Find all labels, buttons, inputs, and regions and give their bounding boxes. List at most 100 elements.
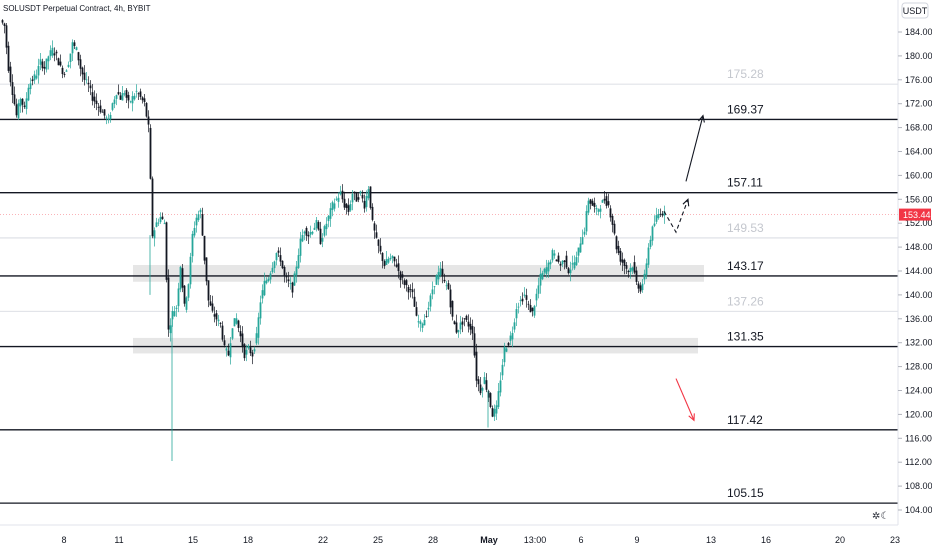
candle-body bbox=[167, 277, 170, 330]
candle-body bbox=[139, 91, 142, 97]
support-resistance-zones bbox=[133, 265, 704, 354]
theme-icon[interactable]: ✲☾ bbox=[872, 511, 889, 522]
candle-body bbox=[521, 298, 524, 302]
level-label: 157.11 bbox=[727, 176, 763, 190]
candle-body bbox=[599, 208, 602, 212]
candle-body bbox=[395, 264, 398, 267]
candle-body bbox=[103, 109, 106, 116]
candle-body bbox=[445, 285, 448, 287]
candle-body bbox=[221, 325, 224, 340]
candle-body bbox=[319, 228, 322, 245]
candle-body bbox=[613, 223, 616, 234]
candle-body bbox=[423, 319, 426, 326]
x-tick-label: 28 bbox=[428, 535, 438, 545]
candle-body bbox=[553, 253, 556, 256]
candle-body bbox=[371, 206, 374, 220]
candle-body bbox=[113, 99, 116, 104]
level-label: 143.17 bbox=[727, 259, 764, 273]
candle-body bbox=[313, 227, 316, 230]
currency-badge[interactable]: USDT bbox=[901, 2, 929, 19]
candle-body bbox=[5, 25, 8, 48]
y-tick-label: 168.00 bbox=[905, 123, 932, 133]
candle-body bbox=[493, 408, 496, 417]
candle-body bbox=[283, 267, 286, 276]
candle-body bbox=[543, 268, 546, 273]
candlesticks bbox=[1, 19, 666, 462]
level-label: 105.15 bbox=[727, 486, 764, 500]
candle-body bbox=[179, 266, 182, 290]
candle-body bbox=[429, 295, 432, 307]
candle-body bbox=[361, 194, 364, 199]
candle-body bbox=[549, 261, 552, 265]
candle-body bbox=[255, 333, 258, 344]
candle-body bbox=[199, 209, 202, 213]
candle-body bbox=[157, 222, 160, 224]
x-tick-label: 22 bbox=[318, 535, 328, 545]
candle-body bbox=[439, 268, 442, 276]
x-tick-label: 9 bbox=[634, 535, 639, 545]
candle-body bbox=[233, 318, 236, 327]
candle-body bbox=[345, 203, 348, 209]
level-label: 175.28 bbox=[727, 67, 764, 81]
candle-body bbox=[241, 333, 244, 348]
y-tick-label: 180.00 bbox=[905, 51, 932, 61]
candle-body bbox=[505, 348, 508, 352]
candle-body bbox=[427, 307, 430, 310]
candle-body bbox=[71, 42, 74, 54]
candle-body bbox=[67, 64, 70, 67]
candle-body bbox=[321, 237, 324, 242]
candle-body bbox=[571, 263, 574, 265]
candle-body bbox=[645, 263, 648, 276]
candle-body bbox=[515, 309, 518, 319]
candle-body bbox=[23, 105, 26, 107]
currency-label: USDT bbox=[903, 6, 928, 16]
level-label: 137.26 bbox=[727, 294, 764, 308]
candle-body bbox=[435, 275, 438, 285]
candle-body bbox=[477, 379, 480, 385]
x-tick-label: 8 bbox=[61, 535, 66, 545]
candle-body bbox=[197, 214, 200, 221]
candle-body bbox=[95, 100, 98, 105]
candle-body bbox=[465, 315, 468, 320]
candle-body bbox=[589, 199, 592, 204]
candle-body bbox=[115, 95, 118, 99]
candle-body bbox=[577, 247, 580, 256]
candle-body bbox=[369, 186, 372, 208]
candle-body bbox=[413, 296, 416, 307]
candle-body bbox=[575, 257, 578, 266]
x-tick-label: 25 bbox=[373, 535, 383, 545]
forecast-arrowhead bbox=[688, 413, 695, 422]
candle-body bbox=[297, 255, 300, 268]
candle-body bbox=[625, 265, 628, 269]
candle-body bbox=[479, 384, 482, 394]
candle-body bbox=[117, 92, 120, 95]
candle-body bbox=[311, 231, 314, 234]
candle-body bbox=[153, 230, 156, 239]
candle-body bbox=[639, 285, 642, 292]
candle-body bbox=[299, 238, 302, 256]
candle-body bbox=[443, 279, 446, 282]
candle-body bbox=[519, 300, 522, 301]
candle-body bbox=[181, 268, 184, 288]
candle-body bbox=[137, 93, 140, 95]
time-axis[interactable]: 8 11 15 18 22 25 28 May 13:00 6 9 13 16 20 23 bbox=[0, 524, 900, 545]
candle-body bbox=[159, 217, 162, 223]
candle-body bbox=[511, 333, 514, 340]
candle-body bbox=[1, 20, 4, 23]
candle-body bbox=[459, 322, 462, 330]
candle-body bbox=[135, 90, 138, 92]
level-label: 149.53 bbox=[727, 221, 764, 235]
candle-body bbox=[177, 288, 180, 307]
candle-body bbox=[419, 321, 422, 325]
candle-body bbox=[223, 340, 226, 346]
price-axis[interactable]: 104.00 108.00 112.00 116.00 120.00 124.00 128.… bbox=[897, 0, 932, 525]
candle-body bbox=[47, 56, 50, 62]
candle-body bbox=[13, 94, 16, 105]
candle-body bbox=[547, 262, 550, 272]
candle-body bbox=[391, 255, 394, 259]
candle-body bbox=[147, 116, 150, 125]
candle-body bbox=[227, 350, 230, 356]
forecast-arrowhead bbox=[698, 114, 705, 123]
candle-body bbox=[65, 70, 68, 72]
